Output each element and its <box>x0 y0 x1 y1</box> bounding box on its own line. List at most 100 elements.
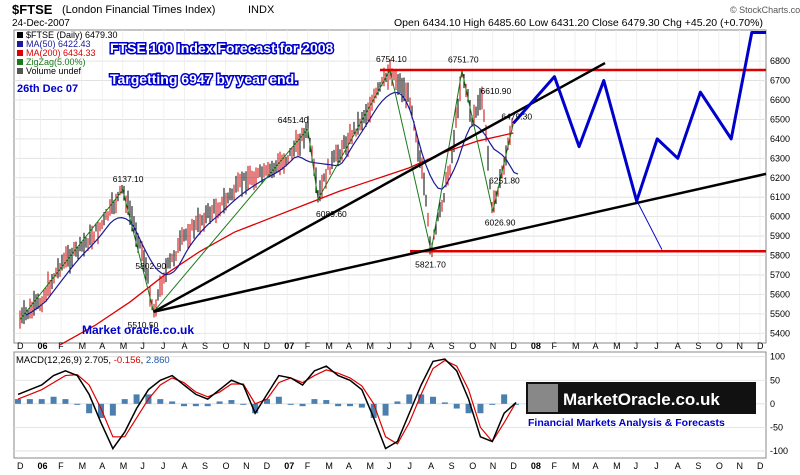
logo-tagline: Financial Markets Analysis & Forecasts <box>528 417 725 429</box>
x-axis-mid: D 06 F M A M J J A S O N D 07 F M A M J J A S O N D 08 F M A M J J A S O N D <box>17 341 764 351</box>
x-tick-label: 08 <box>531 341 541 351</box>
x-tick-label-bottom: A <box>346 461 352 471</box>
x-tick-label-bottom: M <box>366 461 374 471</box>
x-tick-label: J <box>634 341 639 351</box>
macd-histogram-bar <box>50 396 57 404</box>
x-tick-label: 07 <box>284 341 294 351</box>
price-label: 6451.40 <box>278 115 309 125</box>
legend-zigzag-swatch <box>17 59 23 65</box>
x-tick-label-bottom: D <box>510 461 517 471</box>
x-tick-label-bottom: O <box>469 461 476 471</box>
x-tick-label-bottom: J <box>161 461 166 471</box>
forecast-path <box>512 31 766 203</box>
macd-histogram-bar <box>335 403 342 407</box>
x-tick-label: O <box>469 341 476 351</box>
price-tick-label: 6600 <box>770 95 790 105</box>
ma50-line <box>25 91 519 316</box>
x-tick-label-bottom: J <box>634 461 639 471</box>
x-tick-label: M <box>120 341 128 351</box>
x-tick-label-bottom: 06 <box>38 461 48 471</box>
x-tick-label-bottom: F <box>551 461 557 471</box>
x-tick-label-bottom: N <box>736 461 743 471</box>
price-label: 5510.50 <box>128 320 159 330</box>
macd-tick-label: -50 <box>770 422 783 432</box>
x-tick-label: M <box>613 341 621 351</box>
macd-histogram-bar <box>358 403 365 408</box>
x-tick-label-bottom: N <box>490 461 497 471</box>
logo-emblem <box>528 384 558 412</box>
x-tick-label-bottom: A <box>675 461 681 471</box>
macd-label-main: MACD(12,26,9) <box>16 355 82 366</box>
price-tick-label: 5600 <box>770 289 790 299</box>
legend-price-swatch <box>17 32 23 38</box>
macd-histogram-bar <box>204 403 211 407</box>
symbol: $FTSE <box>12 2 53 17</box>
x-tick-label-bottom: J <box>387 461 392 471</box>
macd-histogram-bar <box>430 396 436 404</box>
price-tick-label: 6100 <box>770 192 790 202</box>
macd-histogram-bar <box>513 403 519 405</box>
price-tick-label: 5900 <box>770 231 790 241</box>
forecast-title: FTSE 100 Index Forecast for 2008 <box>110 40 334 56</box>
x-tick-label: A <box>99 341 105 351</box>
price-label: 5821.70 <box>415 259 446 269</box>
macd-histogram-bar <box>133 394 140 404</box>
macd-histogram-bar <box>98 403 104 418</box>
x-tick-label-bottom: 07 <box>284 461 294 471</box>
macd-histogram-bar <box>394 401 401 404</box>
macd-histogram-bar <box>465 403 472 414</box>
price-tick-label: 5700 <box>770 270 790 280</box>
price-tick-label: 6500 <box>770 114 790 124</box>
x-tick-label-bottom: 08 <box>531 461 541 471</box>
header-date: 24-Dec-2007 <box>12 18 70 29</box>
x-tick-label-bottom: S <box>449 461 455 471</box>
x-tick-label-bottom: M <box>613 461 621 471</box>
legend-ma200-swatch <box>17 50 23 56</box>
macd-v3: 2.860 <box>146 355 170 366</box>
macd-histogram-bar <box>181 403 187 407</box>
x-tick-label-bottom: M <box>120 461 128 471</box>
forecast-line <box>512 31 766 203</box>
x-tick-label-bottom: M <box>79 461 87 471</box>
macd-histogram-bar <box>15 399 21 404</box>
x-tick-label: N <box>736 341 743 351</box>
x-tick-label-bottom: F <box>305 461 311 471</box>
legend-price: $FTSE (Daily) 6479.30 <box>26 30 118 40</box>
x-tick-label: D <box>510 341 517 351</box>
x-tick-label-bottom: O <box>223 461 230 471</box>
legend-volume-swatch <box>17 68 23 74</box>
price-labels: 6137.10 5802.90 5510.50 6451.40 6089.60 6754.… <box>113 54 533 330</box>
x-tick-label-bottom: J <box>140 461 145 471</box>
macd-histogram-bar <box>287 403 294 405</box>
x-tick-label-bottom: A <box>428 461 434 471</box>
price-label: 6089.60 <box>316 209 347 219</box>
x-tick-label: J <box>387 341 392 351</box>
x-tick-label-bottom: N <box>243 461 250 471</box>
price-tick-label: 5500 <box>770 309 790 319</box>
macd-histogram-bar <box>311 399 318 404</box>
macd-histogram-bar <box>240 403 247 405</box>
macd-histogram-bar <box>299 403 306 407</box>
x-tick-label-bottom: D <box>264 461 271 471</box>
legend-volume: Volume undef <box>26 66 82 76</box>
macd-histogram-bar <box>453 403 460 409</box>
macd-histogram-bar <box>157 399 164 404</box>
macd-histogram-bar <box>74 403 81 405</box>
x-tick-label-bottom: A <box>99 461 105 471</box>
price-label: 6751.70 <box>448 54 479 64</box>
x-tick-label: J <box>161 341 166 351</box>
macd-tick-label: 100 <box>770 352 785 362</box>
x-tick-label: D <box>264 341 271 351</box>
price-label: 5802.90 <box>135 261 166 271</box>
macd-histogram-bar <box>62 399 69 404</box>
macd-histogram-bar <box>216 401 223 404</box>
price-label: 6754.10 <box>376 54 407 64</box>
x-tick-label: 06 <box>38 341 48 351</box>
forecast-target: Targetting 6947 by year end. <box>110 71 298 87</box>
macd-histogram-bar <box>38 399 45 404</box>
annotation-date: 26th Dec 07 <box>17 83 78 95</box>
price-label: 6610.90 <box>481 86 512 96</box>
macd-label: MACD(12,26,9) 2.705, -0.156, 2.860 <box>16 355 170 366</box>
